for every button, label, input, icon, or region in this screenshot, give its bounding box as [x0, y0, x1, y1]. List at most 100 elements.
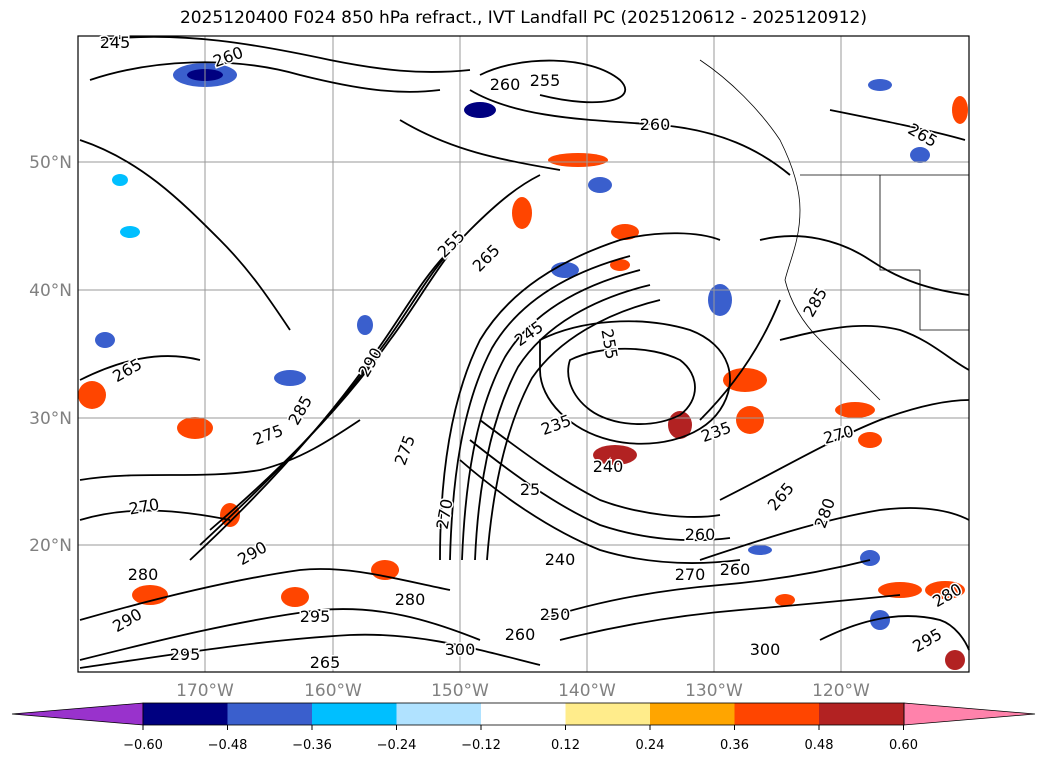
pos-blob [952, 96, 968, 124]
contour-line [759, 235, 970, 296]
contour-line [79, 355, 201, 381]
colorbar-tick-label: 0.24 [636, 738, 665, 753]
contour-line [99, 35, 471, 73]
contour-line [474, 284, 651, 561]
colorbar-tick-label: −0.48 [208, 738, 248, 753]
contour-line [719, 399, 970, 501]
contour-label: 295 [300, 607, 331, 626]
contour-line [779, 325, 970, 371]
coastline [699, 59, 969, 401]
coastline-path [784, 279, 881, 401]
contour-label: 300 [750, 640, 781, 659]
neg-blob [868, 79, 892, 91]
contour-line [829, 109, 966, 141]
contour-line [461, 269, 641, 561]
lat-lon-grid [78, 36, 969, 672]
ivt-contours [79, 35, 970, 669]
contour-label: 280 [128, 565, 159, 584]
neg-blob [870, 610, 890, 630]
colorbar: −0.60 −0.48 −0.36 −0.24 −0.12 0.12 0.24 0.36 0.4… [11, 702, 1036, 753]
map-title: 2025120400 F024 850 hPa refract., IVT La… [179, 8, 867, 28]
colorbar-tick-label: −0.36 [292, 738, 332, 753]
contour-line [539, 559, 871, 621]
map-frame-background [78, 36, 969, 672]
coastline-path [699, 59, 801, 281]
pos-blob [723, 368, 767, 392]
contour-label: 25 [520, 480, 540, 499]
contour-line [819, 615, 970, 651]
contour-line [449, 255, 631, 561]
contour-line [469, 89, 791, 176]
longitude-labels: 170°W 160°W 150°W 140°W 130°W 120°W [176, 681, 870, 701]
neg-blob [588, 177, 612, 193]
pos-blob [878, 582, 922, 598]
lon-label-160w: 160°W [304, 681, 362, 701]
pos-blob [835, 402, 875, 418]
colorbar-cells [143, 703, 904, 725]
neg-blob [120, 226, 140, 238]
colorbar-tick-label: −0.60 [123, 738, 163, 753]
neg-blob [357, 315, 373, 335]
pos-blob [736, 406, 764, 434]
lat-label-40n: 40°N [29, 281, 72, 301]
contour-label: 260 [640, 115, 671, 134]
contour-label: 260 [490, 75, 521, 94]
pos-blob [858, 432, 882, 448]
colorbar-cell [734, 703, 820, 725]
colorbar-cell [565, 703, 651, 725]
colorbar-tick-label: −0.24 [377, 738, 417, 753]
colorbar-extend-min [11, 702, 144, 726]
pos-blob [593, 445, 637, 465]
contour-line [479, 59, 627, 104]
contour-line [699, 507, 970, 561]
contour-line [567, 347, 696, 425]
contour-label: 260 [720, 560, 751, 579]
contour-label: 245 [100, 33, 131, 52]
contour-label: 265 [310, 653, 341, 672]
neg-blob [860, 550, 880, 566]
lat-label-50n: 50°N [29, 153, 72, 173]
contour-line [79, 509, 231, 521]
pos-blob [78, 381, 106, 409]
contour-label: 255 [530, 71, 561, 90]
pos-blob [281, 587, 309, 607]
contour-label: 250 [540, 605, 571, 624]
contour-line [79, 608, 481, 661]
contour-label: 240 [545, 550, 576, 569]
colorbar-cell [227, 703, 313, 725]
pos-blob [132, 585, 168, 605]
lat-label-20n: 20°N [29, 536, 72, 556]
colorbar-cell [312, 703, 397, 725]
colorbar-tick-label: 0.60 [889, 738, 918, 753]
pos-blob [512, 197, 532, 229]
pos-blob [925, 581, 965, 599]
contour-line [199, 239, 461, 546]
colorbar-ticks: −0.60 −0.48 −0.36 −0.24 −0.12 0.12 0.24 0.36 0.4… [123, 725, 918, 753]
colorbar-cell [481, 703, 566, 725]
lat-label-30n: 30°N [29, 409, 72, 429]
colorbar-tick-label: 0.36 [720, 738, 749, 753]
contour-line [486, 299, 661, 561]
colorbar-cell [143, 703, 228, 725]
neg-blob [112, 174, 128, 186]
lon-label-170w: 170°W [176, 681, 234, 701]
colorbar-outline [142, 702, 905, 726]
pos-blob [548, 153, 608, 167]
neg-blob [95, 332, 115, 348]
colorbar-tick-label: 0.48 [805, 738, 834, 753]
pos-blob [775, 594, 795, 606]
contour-label: 295 [170, 645, 201, 664]
lon-label-120w: 120°W [812, 681, 870, 701]
contour-line [79, 568, 451, 621]
contour-label: 240 [593, 457, 624, 476]
border-line [879, 175, 969, 331]
contour-label: 260 [505, 625, 536, 644]
neg-blob [274, 370, 306, 386]
neg-blob [910, 147, 930, 163]
neg-blob [464, 102, 496, 118]
contour-line [79, 633, 541, 669]
contour-line [539, 320, 731, 445]
latitude-labels: 50°N 40°N 30°N 20°N [29, 153, 72, 556]
pos-blob [177, 417, 213, 439]
map-frame-border [77, 35, 970, 673]
